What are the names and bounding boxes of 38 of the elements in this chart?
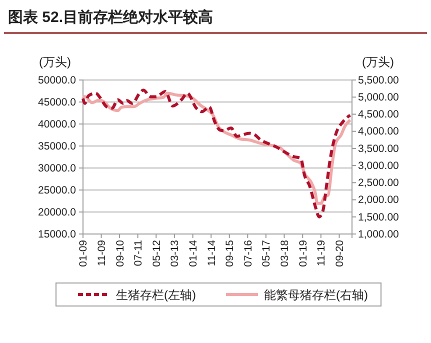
y2-tick-label: 5,000.00 <box>358 91 400 104</box>
y2-tick-label: 3,500.00 <box>358 142 400 155</box>
x-tick-label: 03-13 <box>169 240 182 267</box>
y2-tick-label: 2,500.00 <box>358 177 400 190</box>
x-tick-label: 01-19 <box>297 240 310 267</box>
y-tick-label: 35000.0 <box>38 140 76 152</box>
y-tick-label: 25000.0 <box>38 184 76 196</box>
y2-tick-label: 4,500.00 <box>358 108 400 121</box>
y-tick-label: 30000.0 <box>38 162 76 174</box>
y-tick-label: 15000.0 <box>38 228 76 240</box>
x-tick-label: 11-19 <box>316 240 328 266</box>
y2-axis-title: (万头) <box>362 55 394 69</box>
y-tick-label: 20000.0 <box>38 206 76 218</box>
x-tick-label: 09-10 <box>114 240 126 267</box>
x-tick-label: 05-17 <box>260 240 273 267</box>
y-tick-label: 45000.0 <box>38 96 76 108</box>
x-tick-label: 09-20 <box>334 240 346 267</box>
y-tick-label: 40000.0 <box>38 118 76 130</box>
y2-tick-label: 1,500.00 <box>358 211 400 224</box>
x-tick-label: 07-16 <box>242 240 254 267</box>
legend-label: 能繁母猪存栏(右轴) <box>264 288 368 302</box>
x-tick-label: 09-15 <box>224 240 236 267</box>
chart-title: 图表 52.目前存栏绝对水平较高 <box>8 8 214 26</box>
y2-tick-label: 1,000.00 <box>358 228 400 240</box>
x-tick-label: 01-14 <box>187 240 200 267</box>
x-tick-label: 07-11 <box>132 240 144 266</box>
y-axis-title: (万头) <box>39 55 71 69</box>
x-tick-label: 11-09 <box>96 240 108 266</box>
y-tick-label: 50000.0 <box>38 74 76 86</box>
y2-tick-label: 3,000.00 <box>358 160 400 172</box>
y2-tick-label: 2,000.00 <box>358 194 400 206</box>
y2-tick-label: 4,000.00 <box>358 126 400 138</box>
legend-label: 生猪存栏(左轴) <box>116 288 196 302</box>
x-tick-label: 03-18 <box>278 240 291 267</box>
y2-tick-label: 5,500.00 <box>358 74 400 86</box>
x-tick-label: 01-09 <box>78 240 90 267</box>
x-tick-label: 05-12 <box>150 240 163 267</box>
x-tick-label: 11-14 <box>206 240 218 266</box>
